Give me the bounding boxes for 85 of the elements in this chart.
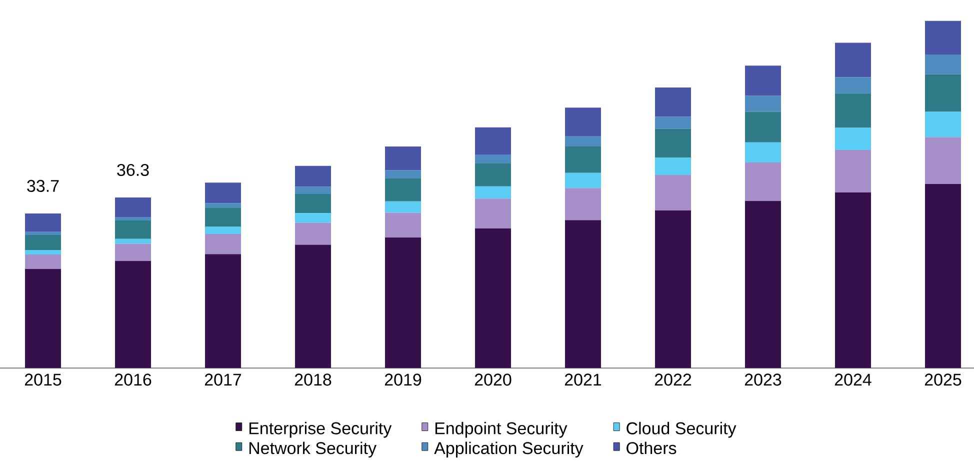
legend-label: Application Security bbox=[434, 442, 584, 458]
bar bbox=[925, 74, 961, 112]
bar bbox=[295, 186, 332, 194]
bar bbox=[835, 192, 872, 368]
x-tick-label: 2018 bbox=[294, 374, 332, 386]
x-tick-label: 2021 bbox=[564, 374, 602, 386]
bar bbox=[25, 235, 62, 250]
bar bbox=[565, 146, 602, 173]
bar bbox=[925, 112, 961, 138]
bar bbox=[565, 136, 602, 146]
bar bbox=[295, 166, 332, 187]
bar bbox=[835, 93, 872, 128]
bar bbox=[115, 238, 152, 244]
bar bbox=[745, 201, 782, 368]
bar bbox=[655, 87, 692, 117]
bar bbox=[655, 210, 692, 368]
bar bbox=[835, 150, 872, 192]
bar bbox=[385, 201, 422, 213]
x-tick-label: 2025 bbox=[924, 374, 962, 386]
bar bbox=[115, 220, 152, 239]
bar bbox=[295, 213, 332, 223]
legend-label: Network Security bbox=[249, 442, 376, 458]
x-tick-label: 2016 bbox=[114, 374, 152, 386]
bar bbox=[925, 20, 961, 55]
bar bbox=[745, 162, 782, 201]
bar bbox=[115, 244, 152, 262]
bar bbox=[745, 142, 782, 162]
bar bbox=[25, 214, 62, 232]
bar bbox=[475, 127, 512, 155]
bar bbox=[475, 186, 512, 199]
bar bbox=[25, 250, 62, 254]
bar bbox=[475, 154, 512, 164]
legend-label: Others bbox=[626, 442, 676, 454]
bar bbox=[205, 234, 242, 254]
x-tick-label: 2022 bbox=[654, 374, 692, 386]
bar bbox=[295, 222, 332, 245]
bar bbox=[925, 184, 961, 368]
bar bbox=[115, 217, 152, 220]
bar bbox=[655, 116, 692, 129]
bar bbox=[835, 42, 872, 78]
bar bbox=[565, 108, 602, 136]
bar bbox=[385, 178, 422, 202]
bar bbox=[205, 208, 242, 227]
bar bbox=[115, 198, 152, 218]
bar bbox=[385, 237, 422, 368]
bar bbox=[25, 254, 62, 270]
x-tick-label: 2017 bbox=[204, 374, 242, 386]
bar bbox=[295, 244, 332, 368]
bar bbox=[655, 128, 692, 158]
x-tick-label: 2023 bbox=[744, 374, 782, 386]
annotation: 33.7 bbox=[27, 180, 59, 192]
bar bbox=[655, 174, 692, 210]
bar bbox=[25, 269, 62, 368]
bar bbox=[655, 158, 692, 175]
bar bbox=[835, 128, 872, 150]
bar bbox=[475, 163, 512, 186]
bar bbox=[475, 228, 512, 368]
bar bbox=[925, 137, 961, 184]
x-tick-label: 2019 bbox=[384, 374, 422, 386]
legend-label: Enterprise Security bbox=[249, 422, 392, 438]
bar bbox=[565, 172, 602, 188]
x-tick-label: 2020 bbox=[474, 374, 512, 386]
bar bbox=[115, 261, 152, 368]
x-tick-label: 2015 bbox=[24, 374, 62, 386]
bar bbox=[745, 112, 782, 142]
bar bbox=[565, 188, 602, 220]
bar bbox=[25, 232, 62, 236]
bar bbox=[295, 194, 332, 214]
bar bbox=[205, 226, 242, 234]
bar bbox=[205, 203, 242, 208]
bar bbox=[385, 170, 422, 178]
bar bbox=[385, 146, 422, 170]
bar bbox=[565, 220, 602, 368]
bar bbox=[205, 182, 242, 204]
bar bbox=[925, 54, 961, 74]
annotation: 36.3 bbox=[117, 164, 149, 176]
bar bbox=[745, 96, 782, 112]
bar bbox=[475, 198, 512, 228]
bar bbox=[745, 66, 782, 96]
x-tick-label: 2024 bbox=[834, 374, 872, 386]
legend-label: Endpoint Security bbox=[435, 422, 568, 438]
bar bbox=[385, 212, 422, 238]
bar bbox=[205, 254, 242, 368]
legend-label: Cloud Security bbox=[626, 422, 736, 438]
bar bbox=[835, 77, 872, 94]
